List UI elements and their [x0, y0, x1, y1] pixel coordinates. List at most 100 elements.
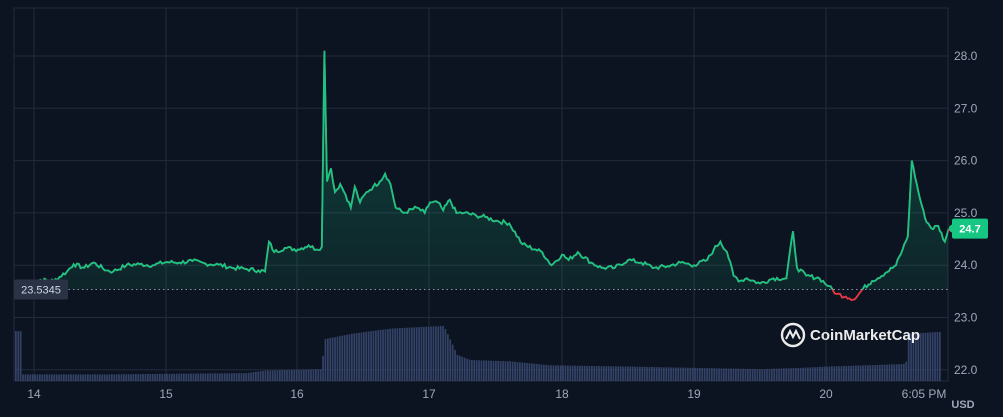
- volume-bar: [672, 367, 675, 381]
- volume-bar: [65, 374, 68, 381]
- volume-bar: [891, 364, 893, 381]
- volume-bar: [382, 329, 384, 381]
- volume-bar: [399, 328, 401, 381]
- volume-bar: [934, 332, 936, 381]
- volume-bar: [684, 367, 687, 381]
- volume-bar: [531, 363, 533, 381]
- volume-bar: [567, 365, 569, 381]
- volume-bar: [540, 364, 543, 381]
- volume-bar: [720, 368, 723, 381]
- volume-bar: [427, 326, 430, 381]
- volume-bar: [492, 360, 495, 381]
- volume-bar: [94, 374, 96, 381]
- volume-bar: [451, 344, 454, 381]
- volume-bar: [41, 374, 44, 381]
- volume-bar: [831, 366, 833, 381]
- volume-bar: [634, 366, 636, 381]
- volume-bar: [543, 364, 545, 381]
- volume-bar: [375, 330, 377, 381]
- volume-bar: [725, 368, 728, 381]
- price-line-up[interactable]: [27, 50, 948, 300]
- volume-bar: [919, 333, 922, 381]
- volume-bar: [730, 368, 732, 381]
- volume-bar: [17, 331, 20, 381]
- volume-bar: [799, 367, 802, 381]
- volume-bar: [833, 366, 836, 381]
- volume-bar: [34, 374, 36, 381]
- volume-bar: [166, 373, 168, 381]
- x-tick-label: 17: [422, 387, 436, 401]
- baseline-label: 23.5345: [21, 285, 61, 297]
- volume-bar: [739, 368, 742, 381]
- volume-bar: [682, 367, 684, 381]
- volume-bar: [303, 369, 305, 381]
- volume-bar: [773, 368, 776, 381]
- volume-bar: [108, 374, 111, 381]
- volume-bar: [267, 370, 269, 381]
- volume-bar: [586, 365, 588, 381]
- volume-bar: [154, 374, 156, 381]
- volume-bar: [401, 328, 404, 381]
- volume-bar: [391, 328, 394, 381]
- volume-bar: [389, 328, 392, 381]
- volume-bar: [331, 337, 334, 381]
- volume-bar: [809, 367, 812, 381]
- volume-bar: [915, 333, 917, 381]
- volume-bar: [456, 354, 459, 381]
- volume-bar: [367, 331, 370, 381]
- volume-bar: [87, 374, 89, 381]
- volume-bar: [135, 374, 137, 381]
- volume-bar: [514, 361, 516, 381]
- volume-bar: [79, 374, 82, 381]
- volume-bar: [15, 331, 17, 381]
- coinmarketcap-logo-icon: [780, 322, 806, 348]
- volume-bar: [178, 373, 180, 381]
- volume-bar: [147, 374, 149, 381]
- volume-bar: [372, 330, 375, 381]
- volume-bar: [581, 365, 584, 381]
- volume-bar: [619, 366, 622, 381]
- volume-bar: [579, 365, 581, 381]
- volume-bar: [903, 364, 905, 381]
- volume-bar: [797, 368, 800, 381]
- current-price-badge: [952, 218, 988, 239]
- volume-bar: [286, 370, 288, 381]
- volume-bar: [636, 366, 639, 381]
- volume-bar: [240, 373, 243, 381]
- volume-bar: [89, 374, 92, 381]
- volume-bar: [262, 370, 264, 381]
- volume-bar: [36, 374, 39, 381]
- volume-bar: [288, 369, 291, 381]
- volume-bar: [641, 366, 644, 381]
- volume-bar: [317, 369, 320, 381]
- volume-bar: [595, 366, 598, 381]
- x-tick-label: 6:05 PM: [902, 387, 947, 401]
- volume-bar: [924, 332, 927, 381]
- volume-bar: [840, 366, 843, 381]
- volume-bar: [137, 374, 140, 381]
- volume-bar: [358, 332, 360, 381]
- volume-bar: [895, 364, 898, 381]
- volume-bar: [780, 368, 783, 381]
- price-area: [27, 50, 948, 290]
- volume-bar: [509, 361, 512, 381]
- volume-bar: [526, 363, 528, 381]
- volume-bar: [936, 332, 939, 381]
- volume-bar: [888, 364, 891, 381]
- volume-bar: [51, 374, 53, 381]
- volume-bar: [243, 373, 245, 381]
- volume-bar: [747, 368, 749, 381]
- volume-bar: [667, 367, 670, 381]
- volume-bar: [821, 366, 824, 381]
- volume-bar: [883, 364, 886, 381]
- volume-bar: [886, 364, 888, 381]
- volume-bar: [60, 374, 63, 381]
- volume-bar: [701, 368, 704, 381]
- volume-bar: [473, 360, 476, 381]
- volume-bar: [281, 370, 284, 381]
- volume-bar: [658, 367, 660, 381]
- volume-bar: [497, 360, 500, 381]
- volume-bar: [413, 327, 416, 381]
